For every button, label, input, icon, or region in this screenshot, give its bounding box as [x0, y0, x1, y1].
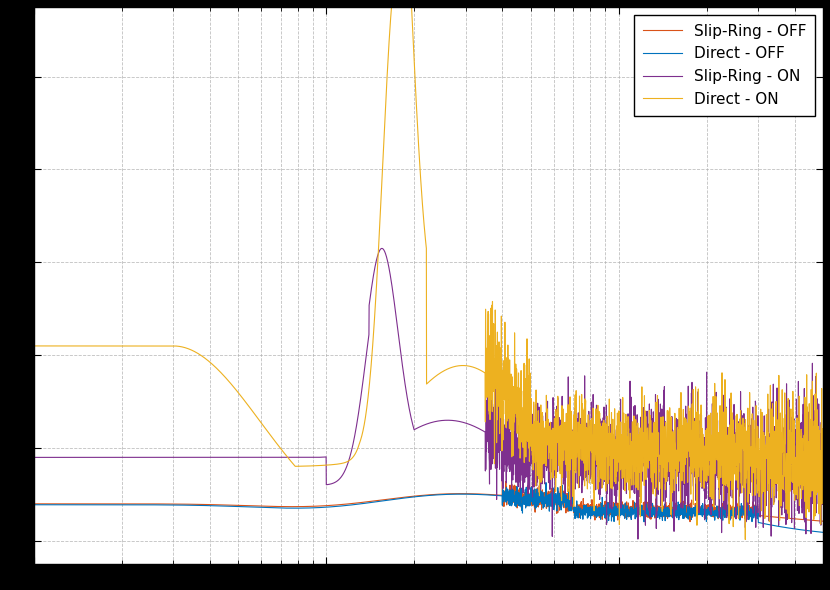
- Slip-Ring - ON: [367, 283, 377, 290]
- Direct - OFF: [794, 526, 804, 533]
- Line: Slip-Ring - ON: Slip-Ring - ON: [34, 248, 823, 539]
- Slip-Ring - ON: [755, 467, 765, 474]
- Slip-Ring - OFF: [794, 516, 804, 523]
- Slip-Ring - OFF: [603, 499, 613, 506]
- Direct - OFF: [367, 499, 377, 506]
- Slip-Ring - OFF: [818, 517, 828, 525]
- Direct - OFF: [818, 529, 828, 536]
- Slip-Ring - ON: [794, 448, 804, 455]
- Direct - ON: [29, 342, 39, 349]
- Slip-Ring - OFF: [497, 477, 507, 484]
- Direct - OFF: [29, 502, 39, 509]
- Direct - OFF: [360, 500, 370, 507]
- Direct - ON: [603, 417, 613, 424]
- Slip-Ring - ON: [377, 245, 387, 252]
- Slip-Ring - OFF: [360, 499, 370, 506]
- Slip-Ring - ON: [633, 536, 643, 543]
- Slip-Ring - ON: [603, 490, 613, 497]
- Slip-Ring - ON: [29, 454, 39, 461]
- Direct - OFF: [603, 503, 613, 510]
- Slip-Ring - ON: [818, 438, 828, 445]
- Direct - OFF: [754, 519, 764, 526]
- Direct - ON: [367, 355, 377, 362]
- Direct - ON: [740, 536, 750, 543]
- Line: Direct - ON: Direct - ON: [34, 0, 823, 539]
- Direct - ON: [794, 392, 804, 399]
- Slip-Ring - OFF: [685, 518, 695, 525]
- Slip-Ring - OFF: [367, 498, 377, 505]
- Line: Slip-Ring - OFF: Slip-Ring - OFF: [34, 480, 823, 522]
- Direct - OFF: [404, 494, 414, 501]
- Slip-Ring - OFF: [755, 512, 765, 519]
- Direct - ON: [360, 414, 370, 421]
- Slip-Ring - ON: [360, 359, 370, 366]
- Slip-Ring - ON: [404, 404, 414, 411]
- Direct - OFF: [541, 479, 551, 486]
- Direct - ON: [755, 459, 765, 466]
- Direct - ON: [818, 499, 828, 506]
- Slip-Ring - OFF: [404, 493, 414, 500]
- Line: Direct - OFF: Direct - OFF: [34, 483, 823, 532]
- Legend: Slip-Ring - OFF, Direct - OFF, Slip-Ring - ON, Direct - ON: Slip-Ring - OFF, Direct - OFF, Slip-Ring…: [634, 15, 815, 116]
- Slip-Ring - OFF: [29, 500, 39, 507]
